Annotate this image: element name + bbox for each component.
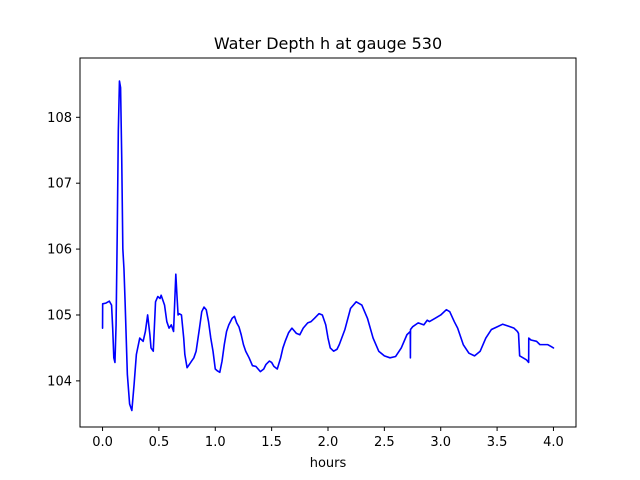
y-tick-label: 105 xyxy=(47,308,72,323)
x-tick-label: 3.5 xyxy=(487,435,508,450)
x-tick-label: 0.5 xyxy=(149,435,170,450)
y-axis-ticks: 104 105 106 107 108 xyxy=(47,111,80,389)
plot-frame xyxy=(79,57,577,428)
series-layer xyxy=(101,80,555,412)
y-tick-label: 107 xyxy=(47,177,72,192)
x-tick-label: 4.0 xyxy=(543,435,564,450)
x-tick-label: 3.0 xyxy=(430,435,451,450)
x-tick-label: 2.0 xyxy=(318,435,339,450)
x-axis-ticks: 0.0 0.5 1.0 1.5 2.0 2.5 3.0 3.5 4.0 xyxy=(92,427,564,450)
plot-area xyxy=(80,58,576,427)
series-line xyxy=(101,80,555,412)
x-tick-label: 0.0 xyxy=(92,435,113,450)
x-tick-label: 2.5 xyxy=(374,435,395,450)
chart-title: Water Depth h at gauge 530 xyxy=(214,34,442,53)
x-tick-label: 1.0 xyxy=(205,435,226,450)
y-tick-label: 108 xyxy=(47,111,72,126)
x-tick-label: 1.5 xyxy=(261,435,282,450)
x-axis-label: hours xyxy=(310,456,347,471)
y-tick-label: 106 xyxy=(47,243,72,258)
y-tick-label: 104 xyxy=(47,374,72,389)
